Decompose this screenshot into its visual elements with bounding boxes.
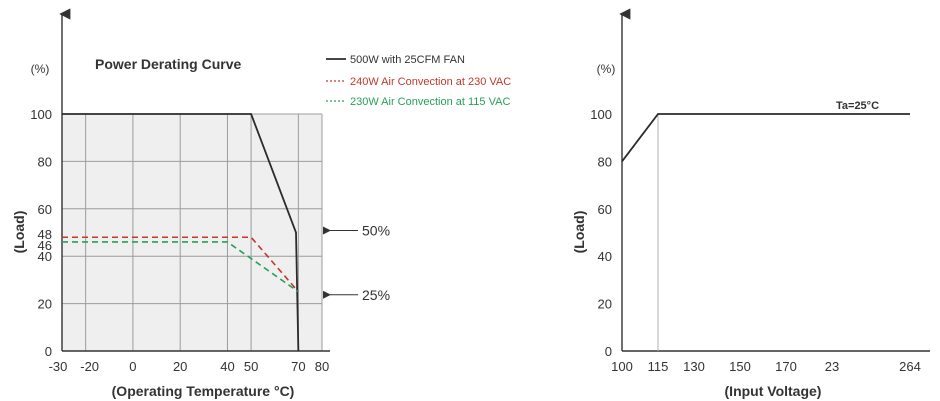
- y-tick-label: 60: [38, 202, 52, 217]
- series-line-3: [62, 241, 299, 293]
- y-tick-label: 46: [38, 238, 52, 253]
- x-tick-label: 130: [683, 359, 705, 374]
- x-tick-label: 20: [173, 359, 187, 374]
- y-axis-title: (Load): [11, 211, 27, 254]
- x-tick-label: 170: [775, 359, 797, 374]
- y-unit-label: (%): [31, 62, 50, 76]
- x-tick-label: 70: [291, 359, 305, 374]
- x-axis-title: (Input Voltage): [725, 383, 822, 399]
- y-tick-label: 48: [38, 227, 52, 242]
- y-tick-label: 20: [38, 297, 52, 312]
- x-tick-label: 264: [899, 359, 921, 374]
- x-tick-label: -30: [49, 359, 68, 374]
- y-tick-label: 40: [598, 249, 612, 264]
- legend-label-1: 500W with 25CFM FAN: [350, 54, 465, 66]
- plot-area-shading: [62, 114, 322, 351]
- y-axis-title: (Load): [571, 211, 587, 254]
- x-tick-label: 80: [315, 359, 329, 374]
- y-tick-label: 80: [598, 154, 612, 169]
- x-tick-label: 23: [825, 359, 839, 374]
- y-tick-label: 80: [38, 154, 52, 169]
- annotation-label: 25%: [362, 287, 390, 303]
- ambient-temp-label: Ta=25°C: [836, 100, 879, 112]
- x-tick-label: 115: [648, 359, 669, 374]
- y-tick-label: 100: [590, 107, 612, 122]
- x-tick-label: 40: [220, 359, 234, 374]
- y-tick-label: 40: [38, 249, 52, 264]
- right-chart: 100 115 130 150 170 23 264 0 20 40 60 80 100 (%) (Load…: [571, 8, 930, 399]
- chart-title: Power Derating Curve: [95, 56, 241, 72]
- x-axis-title: (Operating Temperature °C): [112, 383, 295, 399]
- legend-label-2: 240W Air Convection at 230 VAC: [350, 76, 511, 88]
- x-tick-label: 150: [729, 359, 751, 374]
- y-unit-label: (%): [597, 62, 616, 76]
- y-tick-label: 0: [605, 344, 612, 359]
- legend-label-3: 230W Air Convection at 115 VAC: [350, 96, 510, 108]
- x-tick-label: -20: [80, 359, 99, 374]
- series-line-2: [62, 236, 299, 293]
- x-tick-label: 100: [611, 359, 633, 374]
- x-tick-label: 50: [244, 359, 258, 374]
- y-tick-label: 100: [30, 107, 52, 122]
- left-chart: -30 -20 0 20 40 50 70 800204046486080100(%)(Loa…: [11, 8, 511, 399]
- x-tick-label: 0: [129, 359, 136, 374]
- y-tick-label: 60: [598, 202, 612, 217]
- annotation-label: 50%: [362, 223, 390, 239]
- series-line-1: [621, 113, 910, 162]
- y-tick-label: 0: [45, 344, 52, 359]
- y-tick-label: 20: [598, 297, 612, 312]
